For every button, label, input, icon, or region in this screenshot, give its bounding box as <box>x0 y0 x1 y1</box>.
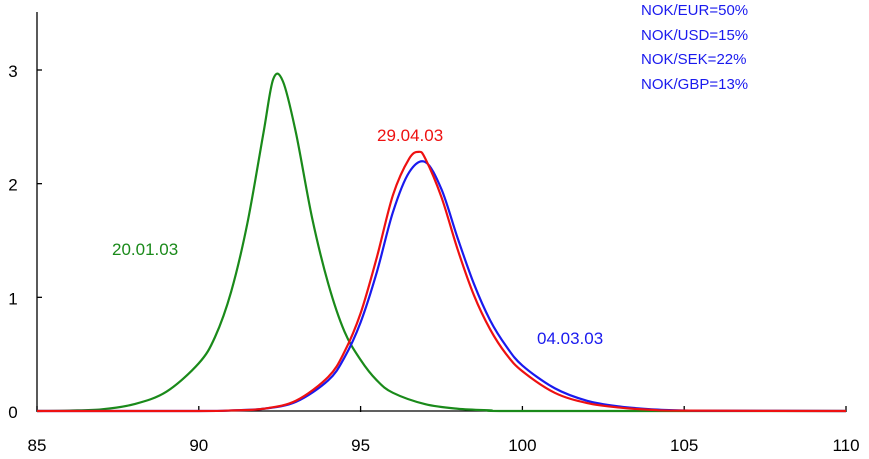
x-tick-label-105: 105 <box>670 436 698 455</box>
annotation-04-03-03: 04.03.03 <box>537 329 603 348</box>
x-tick-label-90: 90 <box>189 436 208 455</box>
series-curves <box>36 72 847 413</box>
x-tick-label-110: 110 <box>832 436 859 455</box>
weight-nok-sek: NOK/SEK=22% <box>641 51 746 68</box>
y-tick-label-3: 3 <box>8 62 17 81</box>
weight-nok-gbp: NOK/GBP=13% <box>641 76 748 93</box>
annotation-20-01-03: 20.01.03 <box>112 240 178 259</box>
series-line-29-04-03 <box>36 150 847 413</box>
x-tick-label-95: 95 <box>351 436 370 455</box>
weight-nok-eur: NOK/EUR=50% <box>641 2 748 19</box>
x-tick-label-100: 100 <box>508 436 536 455</box>
weight-nok-usd: NOK/USD=15% <box>641 27 748 44</box>
series-line-20-01-03 <box>36 72 846 413</box>
currency-weights-box: NOK/EUR=50% NOK/USD=15% NOK/SEK=22% NOK/… <box>641 2 748 93</box>
curve-annotations: 20.01.03 29.04.03 04.03.03 <box>112 126 603 348</box>
annotation-29-04-03: 29.04.03 <box>377 126 443 145</box>
y-tick-label-0: 0 <box>8 403 17 422</box>
axes <box>36 12 846 412</box>
y-tick-label-2: 2 <box>8 176 17 195</box>
x-tick-label-85: 85 <box>28 436 47 455</box>
y-tick-label-1: 1 <box>8 289 17 308</box>
tick-labels: 85 90 95 100 105 110 0 1 2 3 <box>8 62 859 455</box>
